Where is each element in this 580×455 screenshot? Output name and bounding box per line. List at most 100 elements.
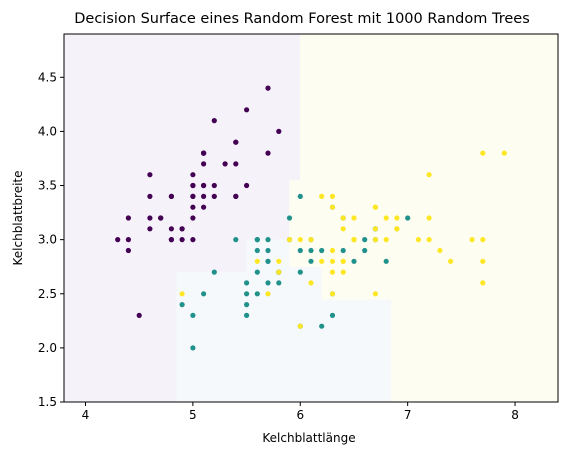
data-point-class-1 (190, 312, 196, 318)
chart-title: Decision Surface eines Random Forest mit… (74, 11, 530, 27)
data-point-class-0 (147, 215, 153, 221)
data-point-class-1 (211, 269, 217, 275)
data-point-class-0 (136, 312, 142, 318)
y-tick-label: 4.0 (38, 124, 57, 138)
data-point-class-0 (190, 193, 196, 199)
data-point-class-0 (168, 237, 174, 243)
plot-frame (63, 33, 559, 403)
data-point-class-0 (233, 193, 239, 199)
data-point-class-1 (254, 291, 260, 297)
data-point-class-0 (179, 237, 185, 243)
data-point-class-2 (329, 193, 336, 199)
decision-region-class-2 (289, 34, 558, 402)
data-point-class-0 (190, 204, 196, 210)
data-point-class-1 (297, 247, 303, 254)
data-point-class-0 (125, 237, 131, 243)
data-point-class-1 (329, 312, 336, 318)
y-tick-label: 2.0 (38, 341, 57, 355)
data-point-class-2 (286, 237, 293, 243)
data-point-class-1 (265, 258, 271, 264)
data-point-class-1 (265, 237, 271, 243)
data-point-class-2 (308, 280, 314, 286)
x-axis-label: Kelchblattlänge (262, 431, 355, 445)
data-point-class-2 (329, 204, 336, 210)
data-point-class-2 (372, 226, 378, 232)
data-point-class-2 (265, 291, 271, 297)
data-point-class-2 (480, 280, 486, 286)
data-point-class-1 (265, 247, 271, 254)
data-point-class-0 (125, 215, 131, 221)
data-point-class-2 (501, 150, 507, 156)
data-point-class-0 (201, 193, 207, 199)
data-point-class-0 (222, 161, 228, 167)
data-point-class-0 (244, 107, 250, 113)
data-point-class-1 (319, 323, 325, 329)
data-point-class-1 (340, 247, 346, 254)
data-point-class-2 (415, 237, 421, 243)
data-point-class-2 (297, 237, 303, 243)
data-point-class-2 (480, 150, 486, 156)
data-point-class-2 (297, 323, 303, 329)
data-point-class-2 (276, 269, 282, 275)
data-point-class-2 (276, 258, 282, 264)
data-point-class-1 (405, 215, 411, 221)
data-point-class-2 (383, 237, 389, 243)
data-point-class-2 (351, 237, 357, 243)
data-point-class-1 (383, 258, 389, 264)
y-tick-label: 3.5 (38, 179, 57, 193)
y-tick-label: 2.5 (38, 287, 57, 301)
data-point-class-1 (297, 269, 303, 275)
data-point-class-0 (125, 247, 131, 254)
data-point-class-1 (254, 237, 260, 243)
data-point-class-1 (244, 280, 250, 286)
data-point-class-0 (147, 226, 153, 232)
data-point-class-2 (394, 215, 400, 221)
data-point-class-1 (362, 237, 368, 243)
data-point-class-2 (372, 291, 378, 297)
data-point-class-0 (190, 237, 196, 243)
data-point-class-1 (244, 302, 250, 308)
data-point-class-0 (168, 193, 174, 199)
data-point-class-1 (244, 312, 250, 318)
data-point-class-1 (351, 258, 357, 264)
data-point-class-2 (179, 291, 185, 297)
data-point-class-0 (211, 118, 217, 124)
data-point-class-1 (244, 291, 250, 297)
data-point-class-2 (480, 237, 486, 243)
data-point-class-0 (201, 161, 207, 167)
data-point-class-2 (329, 247, 336, 254)
x-tick-label: 5 (189, 408, 197, 422)
x-tick-label: 6 (296, 408, 304, 422)
data-point-class-1 (179, 302, 185, 308)
y-tick-label: 1.5 (38, 395, 57, 409)
data-point-class-0 (265, 150, 271, 156)
data-point-class-1 (319, 247, 325, 254)
data-point-class-0 (244, 182, 250, 189)
data-point-class-0 (190, 172, 196, 178)
data-point-class-1 (276, 280, 282, 286)
data-point-class-0 (190, 215, 196, 221)
data-point-class-0 (233, 139, 239, 145)
data-point-class-2 (340, 269, 346, 275)
data-point-class-1 (308, 247, 314, 254)
data-point-class-2 (372, 237, 378, 243)
data-point-class-0 (190, 182, 196, 189)
data-point-class-0 (179, 226, 185, 232)
data-point-class-0 (201, 182, 207, 189)
y-tick-label: 3.0 (38, 233, 57, 247)
data-point-class-2 (426, 237, 432, 243)
data-point-class-2 (319, 258, 325, 264)
data-point-class-1 (265, 280, 271, 286)
y-axis-ticks: 1.5 2.0 2.5 3.0 3.5 4.0 4.5 (38, 70, 64, 409)
data-point-class-0 (158, 215, 164, 221)
data-point-class-2 (394, 226, 400, 232)
data-point-class-1 (297, 193, 303, 199)
data-point-class-2 (480, 258, 486, 264)
data-point-class-1 (286, 215, 293, 221)
data-point-class-0 (201, 150, 207, 156)
data-point-class-2 (340, 226, 346, 232)
x-tick-label: 4 (82, 408, 90, 422)
data-point-class-0 (233, 161, 239, 167)
data-point-class-0 (265, 85, 271, 91)
